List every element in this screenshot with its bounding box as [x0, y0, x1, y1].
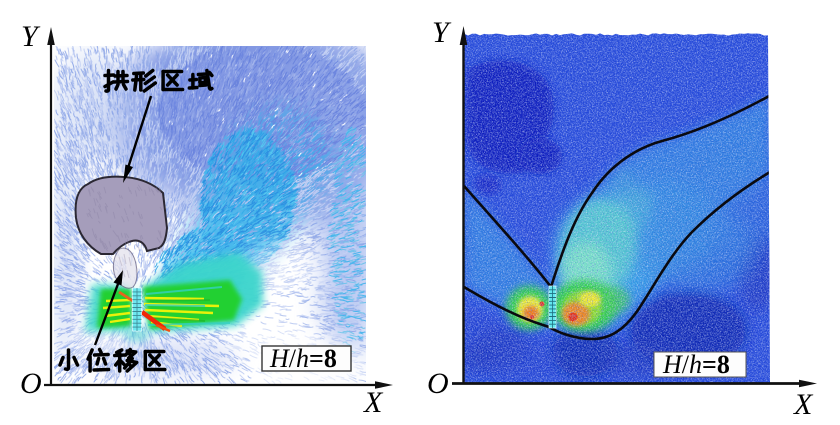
svg-text:O: O: [427, 367, 449, 400]
svg-text:X: X: [793, 388, 814, 421]
svg-text:Y: Y: [21, 20, 41, 53]
svg-text:X: X: [363, 386, 384, 419]
svg-text:H/h=8: H/h=8: [662, 350, 730, 379]
svg-text:H/h=8: H/h=8: [269, 344, 337, 373]
svg-text:Y: Y: [432, 16, 452, 49]
svg-text:O: O: [20, 367, 42, 400]
